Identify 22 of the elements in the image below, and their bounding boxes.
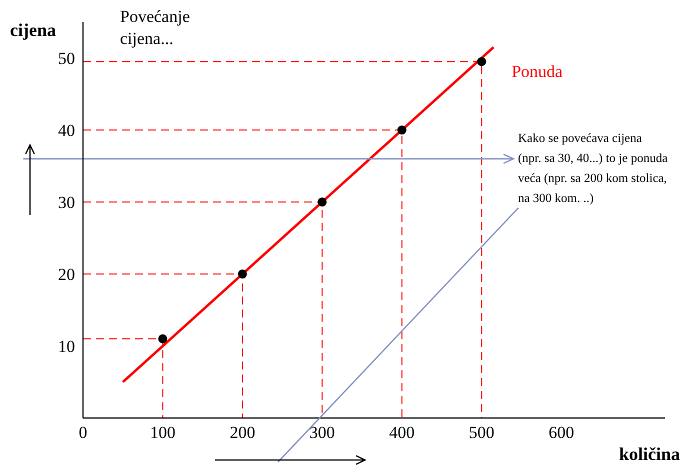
- point: [318, 197, 327, 207]
- x-tick-label: 100: [150, 423, 176, 442]
- series-label: Ponuda: [512, 62, 564, 82]
- point: [158, 334, 168, 344]
- point: [397, 125, 406, 135]
- y-tick-label: 50: [58, 49, 75, 68]
- x-axis-title: količina: [618, 444, 680, 464]
- x-tick-label: 200: [230, 423, 256, 442]
- point: [477, 57, 486, 66]
- x-tick-label: 600: [548, 423, 574, 442]
- x-tick-label: 0: [78, 423, 88, 442]
- y-axis-title: cijena: [10, 20, 56, 40]
- point: [238, 269, 247, 279]
- y-tick-label: 20: [58, 265, 75, 284]
- y-tick-label: 40: [58, 121, 75, 140]
- annotation: Povećanje cijena...: [120, 6, 191, 50]
- x-tick-label: 400: [389, 423, 415, 442]
- x-tick-label: 300: [309, 423, 335, 442]
- y-tick-label: 30: [58, 193, 75, 212]
- annotation: Kako se povećava cijena (npr. sa 30, 40...) to je ponuda veća (npr. sa 200 kom stolica, na 300 kom. ..): [518, 128, 668, 208]
- y-tick-label: 10: [58, 337, 75, 356]
- x-tick-label: 500: [468, 423, 494, 442]
